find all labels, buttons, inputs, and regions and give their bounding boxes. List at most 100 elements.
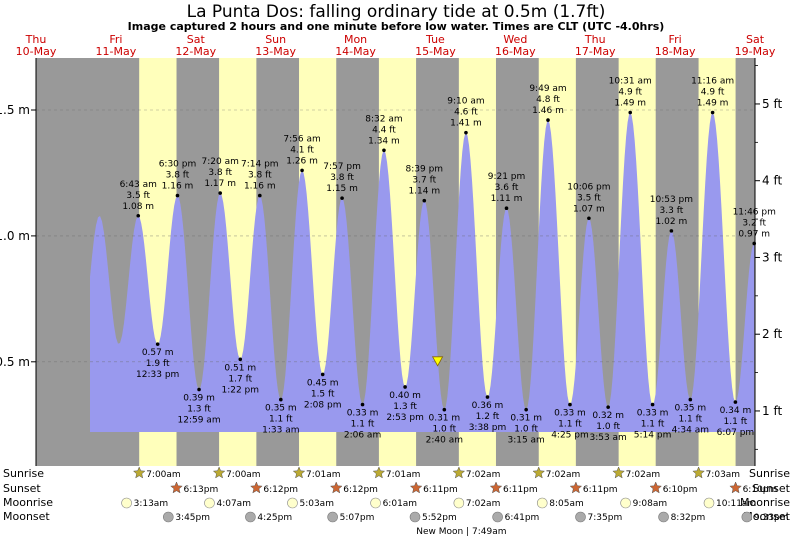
moonset-icon: [163, 511, 174, 523]
tide-ft-label: 3.8 ft: [208, 168, 232, 178]
tide-m-label: 1.49 m: [614, 99, 646, 109]
sunrise-icon: [532, 466, 546, 479]
sunset-icon: [489, 481, 503, 494]
tide-ft-label: 1.3 ft: [393, 402, 417, 412]
tide-time-label: 11:46 pm: [733, 207, 776, 217]
tide-time-label: 12:59 am: [178, 415, 221, 425]
moonset-row-label-right: Moonset: [743, 510, 790, 523]
moonset-time: 9:33pm: [754, 513, 789, 523]
right-axis-label: 4 ft: [762, 174, 782, 188]
tide-time-label: 4:34 am: [672, 426, 709, 436]
moonrise-time: 4:07am: [216, 499, 251, 509]
tide-point: [382, 148, 386, 153]
sunrise-time: 7:01am: [306, 470, 341, 480]
sunset-time: 6:10pm: [743, 485, 778, 495]
sunset-time: 6:11pm: [423, 485, 458, 495]
tide-ft-label: 4.4 ft: [372, 125, 396, 135]
moon-phase-label: New Moon | 7:49am: [416, 527, 506, 537]
tide-point: [155, 342, 160, 346]
day-date-label: 13-May: [255, 45, 296, 58]
moonset-time: 3:45pm: [175, 513, 210, 523]
moonrise-time: 9:08am: [633, 499, 668, 509]
tide-time-label: 2:06 am: [344, 431, 381, 441]
tide-time-label: 8:32 am: [365, 114, 402, 124]
sunrise-time: 7:00am: [226, 470, 261, 480]
tide-point: [546, 118, 550, 122]
tide-point: [606, 405, 610, 409]
moonset-time: 5:07pm: [340, 513, 375, 523]
tide-time-label: 9:21 pm: [488, 172, 526, 182]
tide-point: [340, 196, 344, 200]
tide-m-label: 1.08 m: [122, 202, 154, 212]
tide-m-label: 1.34 m: [368, 136, 400, 146]
sunrise-icon: [692, 466, 705, 479]
chart-subtitle: Image captured 2 hours and one minute be…: [128, 20, 665, 33]
tide-point: [650, 402, 655, 407]
tide-point: [360, 402, 365, 407]
sunrise-row-label: Sunrise: [3, 467, 44, 480]
tide-ft-label: 1.1 ft: [269, 415, 293, 425]
sunrise-icon: [612, 466, 625, 479]
tide-time-label: 6:30 pm: [159, 160, 197, 170]
sunset-icon: [729, 481, 742, 494]
day-date-label: 11-May: [96, 45, 137, 58]
tide-m-label: 0.36 m: [472, 401, 504, 411]
moonset-icon: [327, 511, 338, 523]
plot-area: [36, 58, 755, 466]
tide-time-label: 12:33 pm: [136, 370, 179, 380]
tide-ft-label: 1.7 ft: [228, 374, 252, 384]
tide-point: [733, 400, 738, 404]
tide-point: [136, 213, 141, 218]
tide-ft-label: 3.8 ft: [248, 171, 272, 181]
sunrise-row-label-right: Sunrise: [749, 467, 790, 480]
left-axis-label: 0.5 m: [0, 355, 30, 369]
sunrise-time: 7:03am: [706, 470, 741, 480]
tide-ft-label: 4.8 ft: [536, 95, 560, 105]
day-name-label: Wed: [503, 33, 527, 46]
moonset-icon: [245, 511, 256, 523]
tide-ft-label: 3.6 ft: [495, 183, 519, 193]
current-tide-marker: [431, 356, 444, 367]
tide-m-label: 1.17 m: [204, 179, 236, 189]
sunset-icon: [250, 481, 263, 494]
tide-m-label: 0.34 m: [720, 406, 752, 416]
tide-point: [218, 191, 222, 195]
tide-point: [442, 407, 447, 412]
day-name-label: Mon: [344, 33, 367, 46]
moonrise-icon: [620, 497, 631, 509]
sunrise-icon: [212, 466, 226, 479]
sunset-time: 6:13pm: [184, 485, 219, 495]
axes: 0.5 m1.0 m1.5 m1 ft2 ft3 ft4 ft5 ftThu10…: [0, 33, 782, 466]
sunrise-time: 7:02am: [626, 470, 661, 480]
day-name-label: Fri: [669, 33, 682, 46]
tide-point: [752, 241, 757, 246]
moonset-icon: [658, 511, 669, 523]
tide-point: [238, 357, 243, 362]
day-date-label: 18-May: [655, 45, 696, 58]
tide-time-label: 7:14 pm: [241, 160, 279, 170]
day-name-label: Tue: [425, 33, 445, 46]
tide-ft-label: 1.5 ft: [311, 389, 335, 399]
tide-ft-label: 4.9 ft: [701, 88, 725, 98]
tide-point: [504, 206, 509, 211]
tide-time-label: 9:49 am: [529, 84, 566, 94]
tide-m-label: 1.11 m: [491, 194, 523, 204]
tide-m-label: 1.26 m: [286, 156, 318, 166]
day-name-label: Sat: [746, 33, 765, 46]
tide-ft-label: 1.3 ft: [187, 404, 211, 414]
sunset-icon: [170, 481, 183, 494]
tide-time-label: 1:33 am: [262, 426, 299, 436]
tide-ft-label: 1.1 ft: [641, 420, 665, 430]
tide-m-label: 0.33 m: [554, 409, 586, 419]
tide-ft-label: 1.1 ft: [558, 420, 582, 430]
right-axis-label: 3 ft: [762, 250, 782, 264]
tide-ft-label: 4.1 ft: [290, 145, 314, 155]
sunset-row-label-right: Sunset: [752, 482, 790, 495]
sunrise-time: 7:00am: [146, 470, 181, 480]
tide-point: [669, 229, 674, 233]
tide-m-label: 0.97 m: [738, 229, 770, 239]
tide-m-label: 1.02 m: [656, 217, 688, 227]
